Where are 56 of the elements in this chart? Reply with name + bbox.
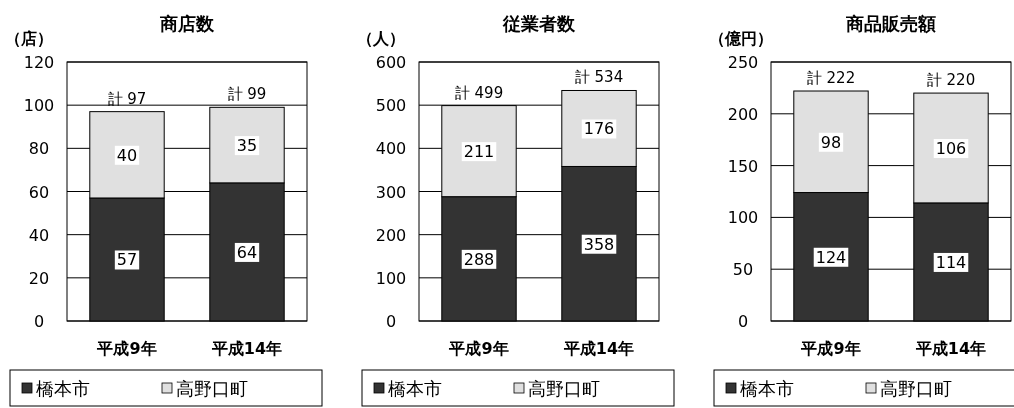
total-label: 計 534 xyxy=(574,68,624,87)
y-tick-label: 20 xyxy=(28,268,50,288)
y-tick-label: 0 xyxy=(385,312,397,331)
legend-label: 橋本市 xyxy=(388,378,442,399)
y-tick-label: 40 xyxy=(28,225,50,245)
x-tick-label: 平成9年 xyxy=(96,339,157,358)
y-tick-label: 200 xyxy=(375,225,407,245)
data-label: 40 xyxy=(116,145,138,165)
y-tick-label: 0 xyxy=(737,312,749,331)
data-label: 35 xyxy=(236,136,258,156)
legend-label: 高野口町 xyxy=(880,378,952,399)
y-tick-label: 100 xyxy=(375,268,407,288)
y-tick-label: 0 xyxy=(33,312,45,331)
chart-title: 商店数 xyxy=(159,13,215,34)
legend-label: 高野口町 xyxy=(528,378,600,399)
y-tick-label: 600 xyxy=(375,53,407,72)
legend-label: 橋本市 xyxy=(740,378,794,399)
data-label: 288 xyxy=(463,249,495,269)
y-tick-label: 200 xyxy=(727,104,759,124)
chart-title: 商品販売額 xyxy=(845,13,936,34)
y-axis-title: （億円） xyxy=(709,29,773,48)
total-label: 計 499 xyxy=(454,83,504,102)
data-label: 64 xyxy=(236,242,258,262)
x-tick-label: 平成14年 xyxy=(914,339,987,358)
x-tick-label: 平成9年 xyxy=(800,339,861,358)
y-tick-label: 500 xyxy=(375,96,407,116)
total-label: 計 220 xyxy=(926,71,976,90)
y-tick-label: 80 xyxy=(28,139,50,159)
y-tick-label: 100 xyxy=(727,208,759,228)
y-tick-label: 150 xyxy=(727,156,759,176)
y-tick-label: 120 xyxy=(23,53,55,72)
legend-label: 橋本市 xyxy=(36,378,90,399)
y-axis-title: （人） xyxy=(357,29,405,48)
chart-title: 従業者数 xyxy=(502,13,576,34)
data-label: 106 xyxy=(935,138,967,158)
total-label: 計 99 xyxy=(227,85,267,104)
y-tick-label: 400 xyxy=(375,139,407,159)
data-label: 358 xyxy=(583,234,615,254)
data-label: 57 xyxy=(116,250,138,270)
y-tick-label: 100 xyxy=(23,96,55,116)
data-label: 124 xyxy=(815,247,847,267)
data-label: 211 xyxy=(463,142,495,162)
y-tick-label: 300 xyxy=(375,182,407,202)
x-tick-label: 平成14年 xyxy=(210,339,283,358)
total-label: 計 222 xyxy=(806,69,856,88)
y-tick-label: 50 xyxy=(732,260,754,280)
legend-label: 高野口町 xyxy=(176,378,248,399)
y-tick-label: 60 xyxy=(28,182,50,202)
x-tick-label: 平成9年 xyxy=(448,339,509,358)
x-tick-label: 平成14年 xyxy=(562,339,635,358)
y-axis-title: （店） xyxy=(5,29,53,48)
data-label: 176 xyxy=(583,119,615,139)
y-tick-label: 250 xyxy=(727,53,759,72)
data-label: 114 xyxy=(935,252,967,272)
total-label: 計 97 xyxy=(107,89,147,108)
data-label: 98 xyxy=(820,132,842,152)
